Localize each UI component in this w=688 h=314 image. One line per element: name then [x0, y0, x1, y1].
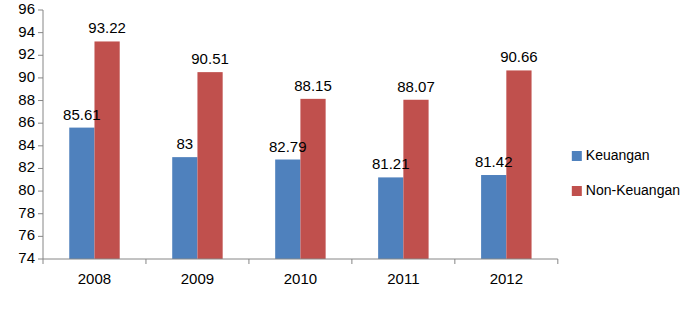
- y-tick-label: 78: [18, 204, 35, 221]
- y-tick: [38, 123, 43, 124]
- x-tick-label: 2012: [490, 270, 523, 287]
- data-label: 85.61: [63, 106, 101, 123]
- bar: [378, 177, 403, 259]
- bar: [94, 41, 119, 259]
- y-tick-label: 86: [18, 113, 35, 130]
- bar: [172, 157, 197, 259]
- y-tick: [38, 236, 43, 237]
- y-tick-label: 90: [18, 68, 35, 85]
- x-tick-label: 2010: [284, 270, 317, 287]
- y-tick-label: 96: [18, 0, 35, 17]
- y-tick: [38, 259, 43, 260]
- data-label: 81.21: [372, 155, 410, 172]
- y-tick-label: 88: [18, 91, 35, 108]
- x-tick-label: 2011: [387, 270, 419, 287]
- data-labels: 85.61 83 82.79 81.21 81.42 93.22 90.51 88.15 88.…: [63, 19, 538, 172]
- y-tick: [38, 145, 43, 146]
- y-tick-label: 80: [18, 181, 35, 198]
- y-tick: [38, 55, 43, 56]
- x-tick: [557, 259, 558, 264]
- y-tick: [38, 100, 43, 101]
- x-tick-label: 2009: [181, 270, 214, 287]
- data-label: 90.66: [500, 48, 538, 65]
- x-tick-label: 2008: [78, 270, 111, 287]
- y-tick-label: 76: [18, 226, 35, 243]
- data-label: 88.07: [397, 78, 435, 95]
- y-tick-label: 82: [18, 158, 35, 175]
- y-tick: [38, 213, 43, 214]
- y-tick: [38, 10, 43, 11]
- legend-swatch: [572, 186, 582, 196]
- x-tick: [43, 259, 44, 264]
- legend-swatch: [572, 151, 582, 161]
- y-axis-line: [43, 10, 44, 259]
- bar: [69, 128, 94, 259]
- bars: [69, 41, 531, 259]
- y-tick: [38, 168, 43, 169]
- y-tick: [38, 32, 43, 33]
- bar: [300, 99, 325, 259]
- bar: [197, 72, 222, 259]
- legend-label: Keuangan: [586, 147, 650, 163]
- x-axis-line: [43, 259, 558, 260]
- y-tick-label: 92: [18, 45, 35, 62]
- data-label: 83: [176, 135, 193, 152]
- x-axis: 2008 2009 2010 2011 2012: [43, 259, 558, 287]
- x-tick: [248, 259, 249, 264]
- x-tick: [454, 259, 455, 264]
- bar: [275, 160, 300, 259]
- legend: Keuangan Non-Keuangan: [572, 147, 680, 198]
- data-label: 81.42: [475, 153, 513, 170]
- legend-label: Non-Keuangan: [586, 182, 680, 198]
- x-tick: [145, 259, 146, 264]
- y-tick: [38, 77, 43, 78]
- data-label: 90.51: [191, 50, 229, 67]
- bar: [481, 175, 506, 259]
- y-tick-label: 94: [18, 23, 35, 40]
- chart-root: Keuangan Non-Keuangan 74 76 78 80 82 84 86 88 90 92…: [0, 0, 688, 314]
- x-tick: [351, 259, 352, 264]
- y-tick-label: 84: [18, 136, 35, 153]
- y-tick-label: 74: [18, 249, 35, 266]
- bar: [403, 100, 428, 259]
- data-label: 88.15: [294, 77, 332, 94]
- data-label: 93.22: [88, 19, 126, 36]
- data-label: 82.79: [269, 138, 307, 155]
- y-axis: 74 76 78 80 82 84 86 88 90 92 94 96: [18, 0, 43, 266]
- y-tick: [38, 191, 43, 192]
